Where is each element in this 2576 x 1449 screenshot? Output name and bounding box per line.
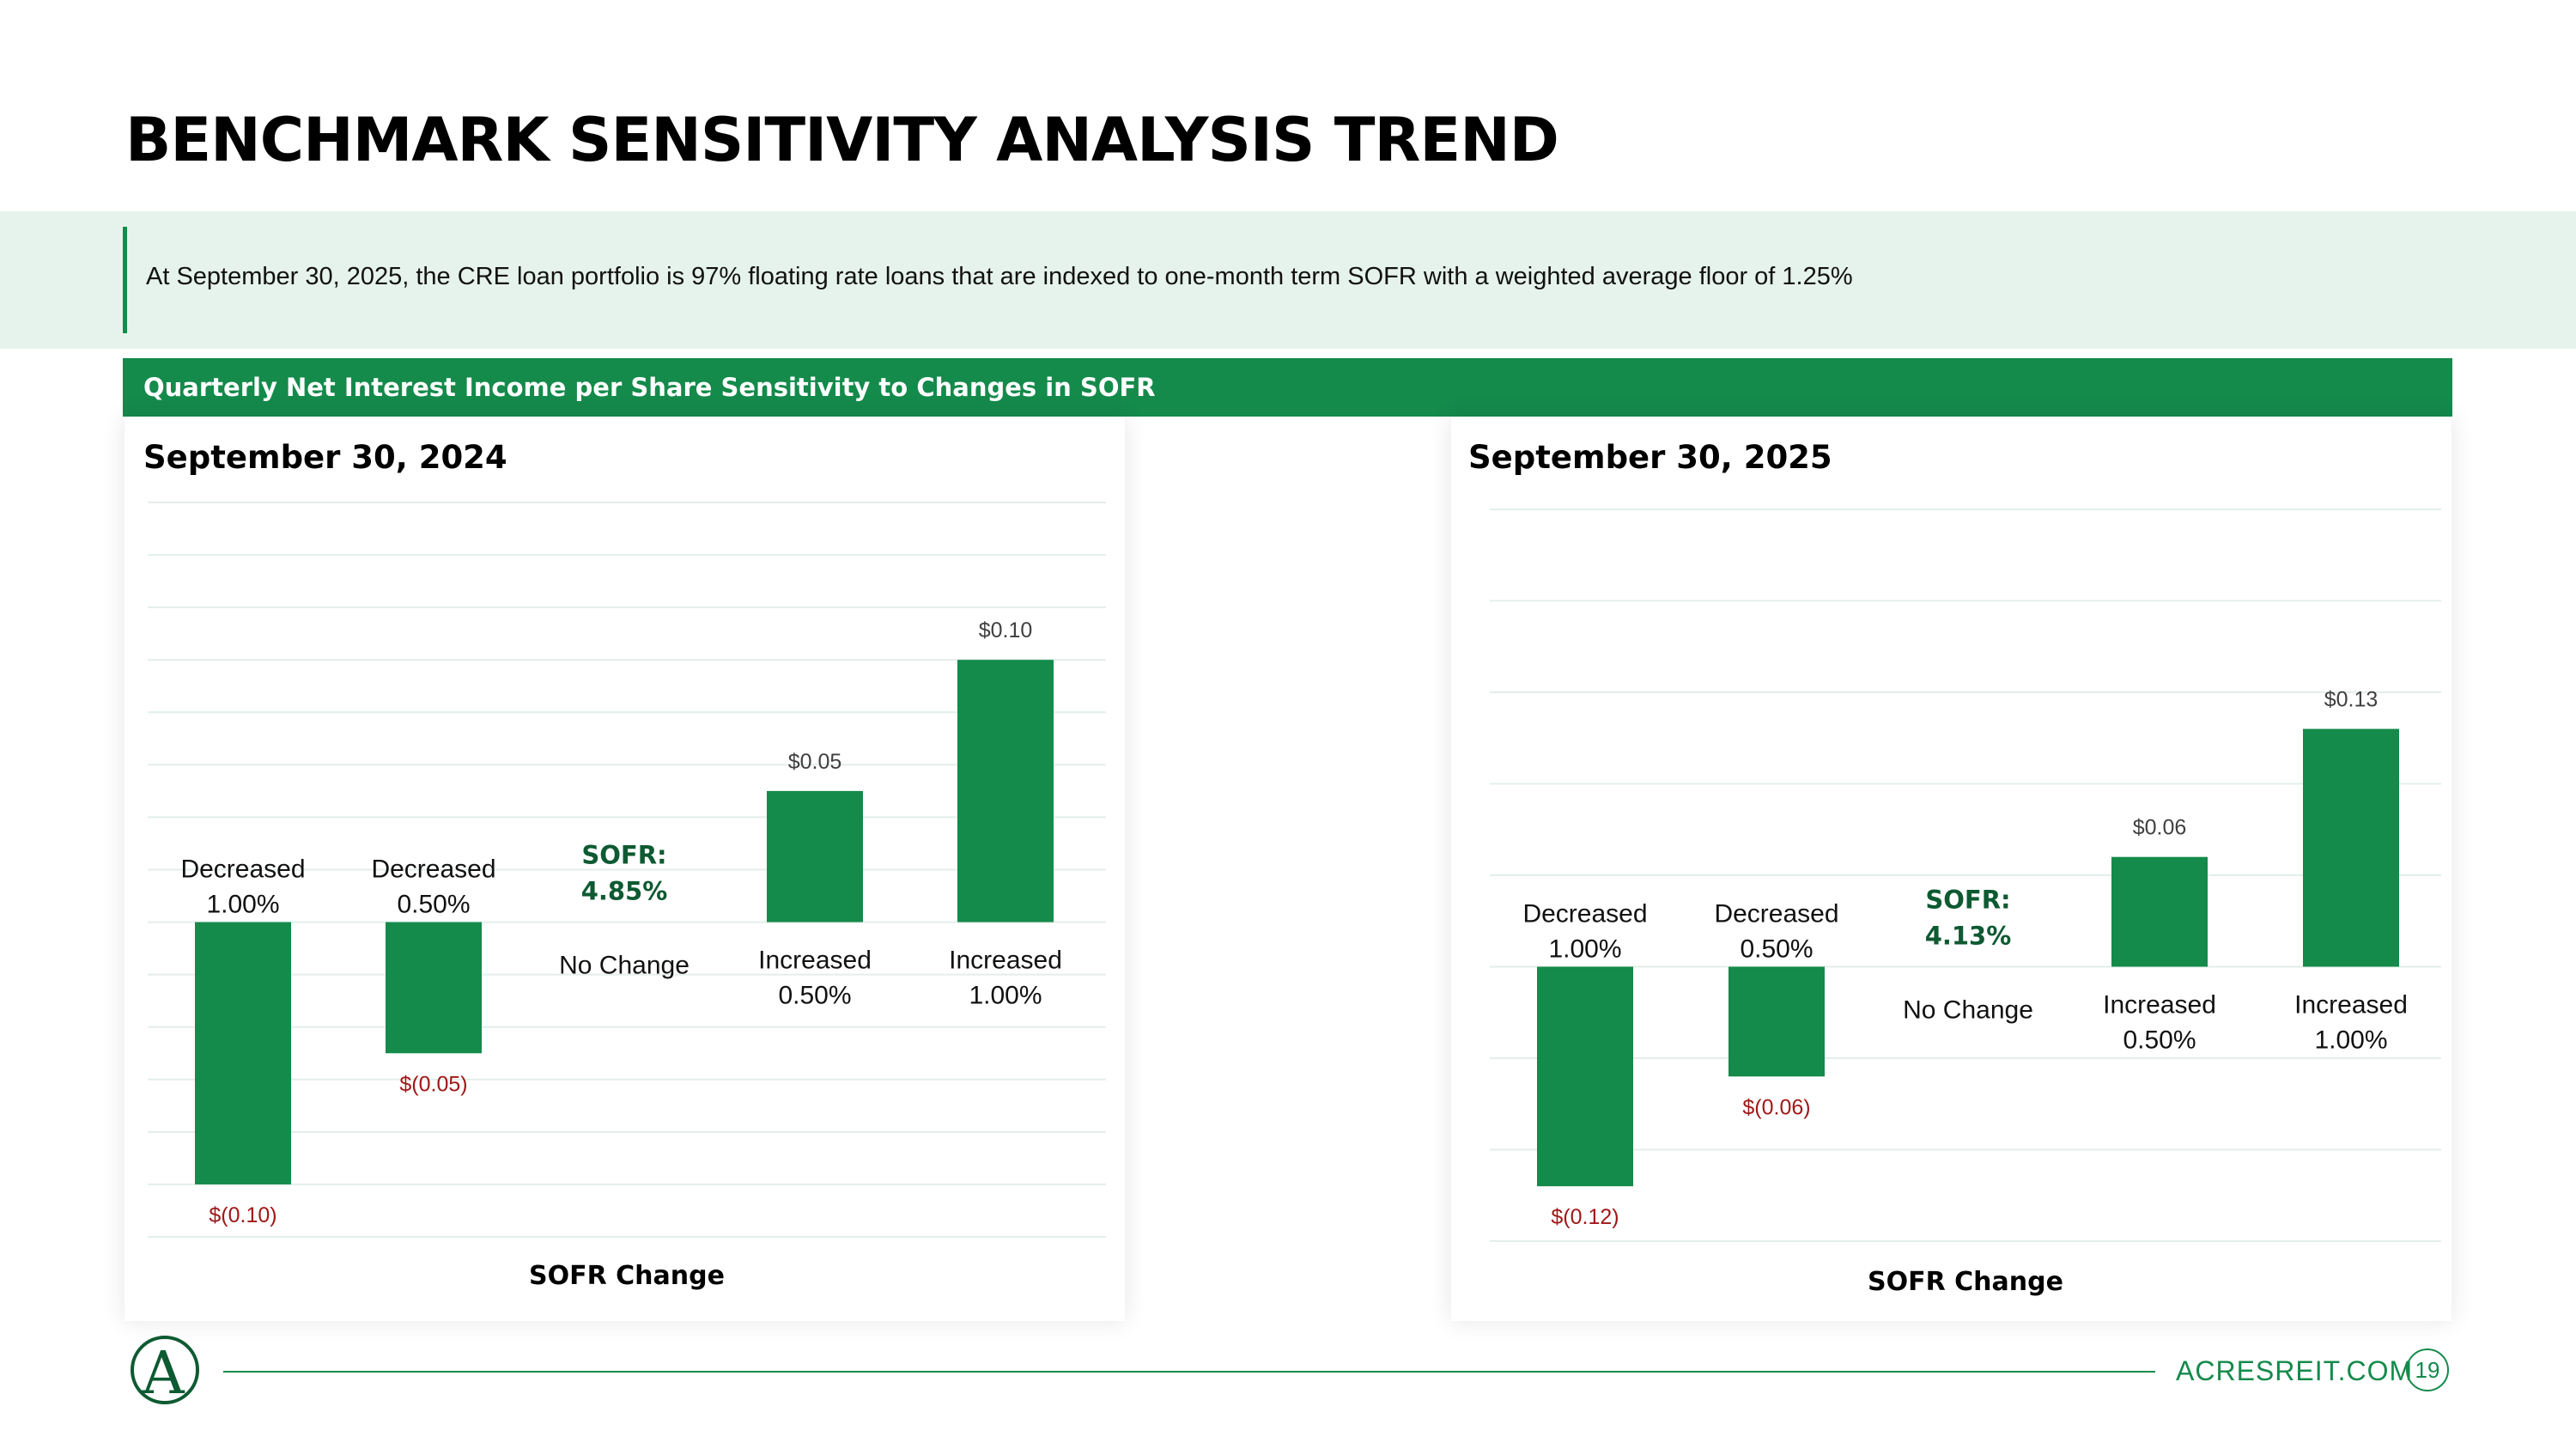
tick-label: 0.50% [1740,935,1813,964]
tick-label: 1.00% [206,891,279,919]
bar [195,922,291,1184]
tick-label: Increased [758,947,872,975]
category-label: Increased 1.00% [2294,991,2408,1055]
chart-panel-sep-2024: September 30, 2024 $(0.10) Decreased 1.00%… [125,417,1125,1321]
category-label: Decreased 1.00% [180,855,305,919]
bar [767,790,863,922]
sofr-annotation: SOFR: 4.13% [1925,886,2012,951]
chart-panel-sep-2025: September 30, 2025 $(0.12) Decreased 1.00%… [1451,417,2451,1321]
chart-title: September 30, 2025 [1468,439,1832,476]
category-label: No Change [559,952,690,980]
tick-label: 1.00% [969,982,1042,1010]
website-link[interactable]: ACRESREIT.COM [2176,1355,2414,1386]
sofr-label: 4.85% [581,877,668,906]
tick-label: 0.50% [397,891,470,919]
tick-label: Decreased [371,855,495,884]
section-header: Quarterly Net Interest Income per Share … [123,358,2452,417]
x-axis-title: SOFR Change [529,1261,725,1291]
sofr-label: 4.13% [1925,922,2012,951]
tick-label: No Change [1903,996,2033,1025]
bar [1537,966,1633,1187]
logo-letter: A [141,1340,185,1408]
bar [386,922,482,1054]
tick-label: 0.50% [2123,1026,2196,1055]
data-label: $(0.06) [1742,1095,1810,1119]
bar [2303,728,2399,967]
x-axis-title: SOFR Change [1868,1267,2063,1297]
sofr-label: SOFR: [581,841,666,870]
tick-label: Increased [2294,991,2408,1020]
category-label: Increased 0.50% [2103,991,2216,1055]
category-label: Decreased 1.00% [1522,900,1647,964]
bar [1728,966,1825,1077]
category-label: No Change [1903,996,2033,1025]
banner-accent-bar [123,227,127,333]
data-label: $0.05 [788,750,842,774]
category-label: Decreased 0.50% [371,855,495,919]
chart-sep-2025: $(0.12) Decreased 1.00% $(0.06) Decreased 0.5… [1490,508,2441,1297]
data-label: $(0.12) [1551,1205,1619,1229]
tick-label: Increased [949,947,1062,975]
tick-label: Decreased [180,855,305,884]
bar [2111,856,2208,967]
tick-label: 0.50% [778,982,851,1010]
bar [957,660,1054,922]
chart-sep-2024: $(0.10) Decreased 1.00% $(0.05) Decreased 0.5… [148,502,1106,1291]
tick-label: Decreased [1522,900,1647,928]
data-label: $0.10 [979,618,1033,642]
data-label: $(0.05) [399,1072,467,1096]
data-label: $0.13 [2324,688,2379,712]
category-label: Increased 1.00% [949,947,1062,1010]
tick-label: 1.00% [2314,1026,2387,1055]
info-banner [0,211,2576,349]
chart-title: September 30, 2024 [143,439,507,476]
sofr-annotation: SOFR: 4.85% [581,841,668,906]
data-label: $0.06 [2133,816,2187,840]
tick-label: No Change [559,952,690,980]
footer-rule [223,1371,2155,1373]
tick-label: 1.00% [1548,935,1621,964]
sofr-label: SOFR: [1925,886,2010,915]
acres-logo-icon: A [120,1331,206,1415]
tick-label: Decreased [1714,900,1838,928]
category-label: Decreased 0.50% [1714,900,1838,964]
page-title: BENCHMARK SENSITIVITY ANALYSIS TREND [125,105,1559,175]
category-label: Increased 0.50% [758,947,872,1010]
page-number: 19 [2406,1349,2449,1391]
banner-text: At September 30, 2025, the CRE loan port… [146,263,1853,290]
tick-label: Increased [2103,991,2216,1020]
data-label: $(0.10) [209,1203,276,1227]
